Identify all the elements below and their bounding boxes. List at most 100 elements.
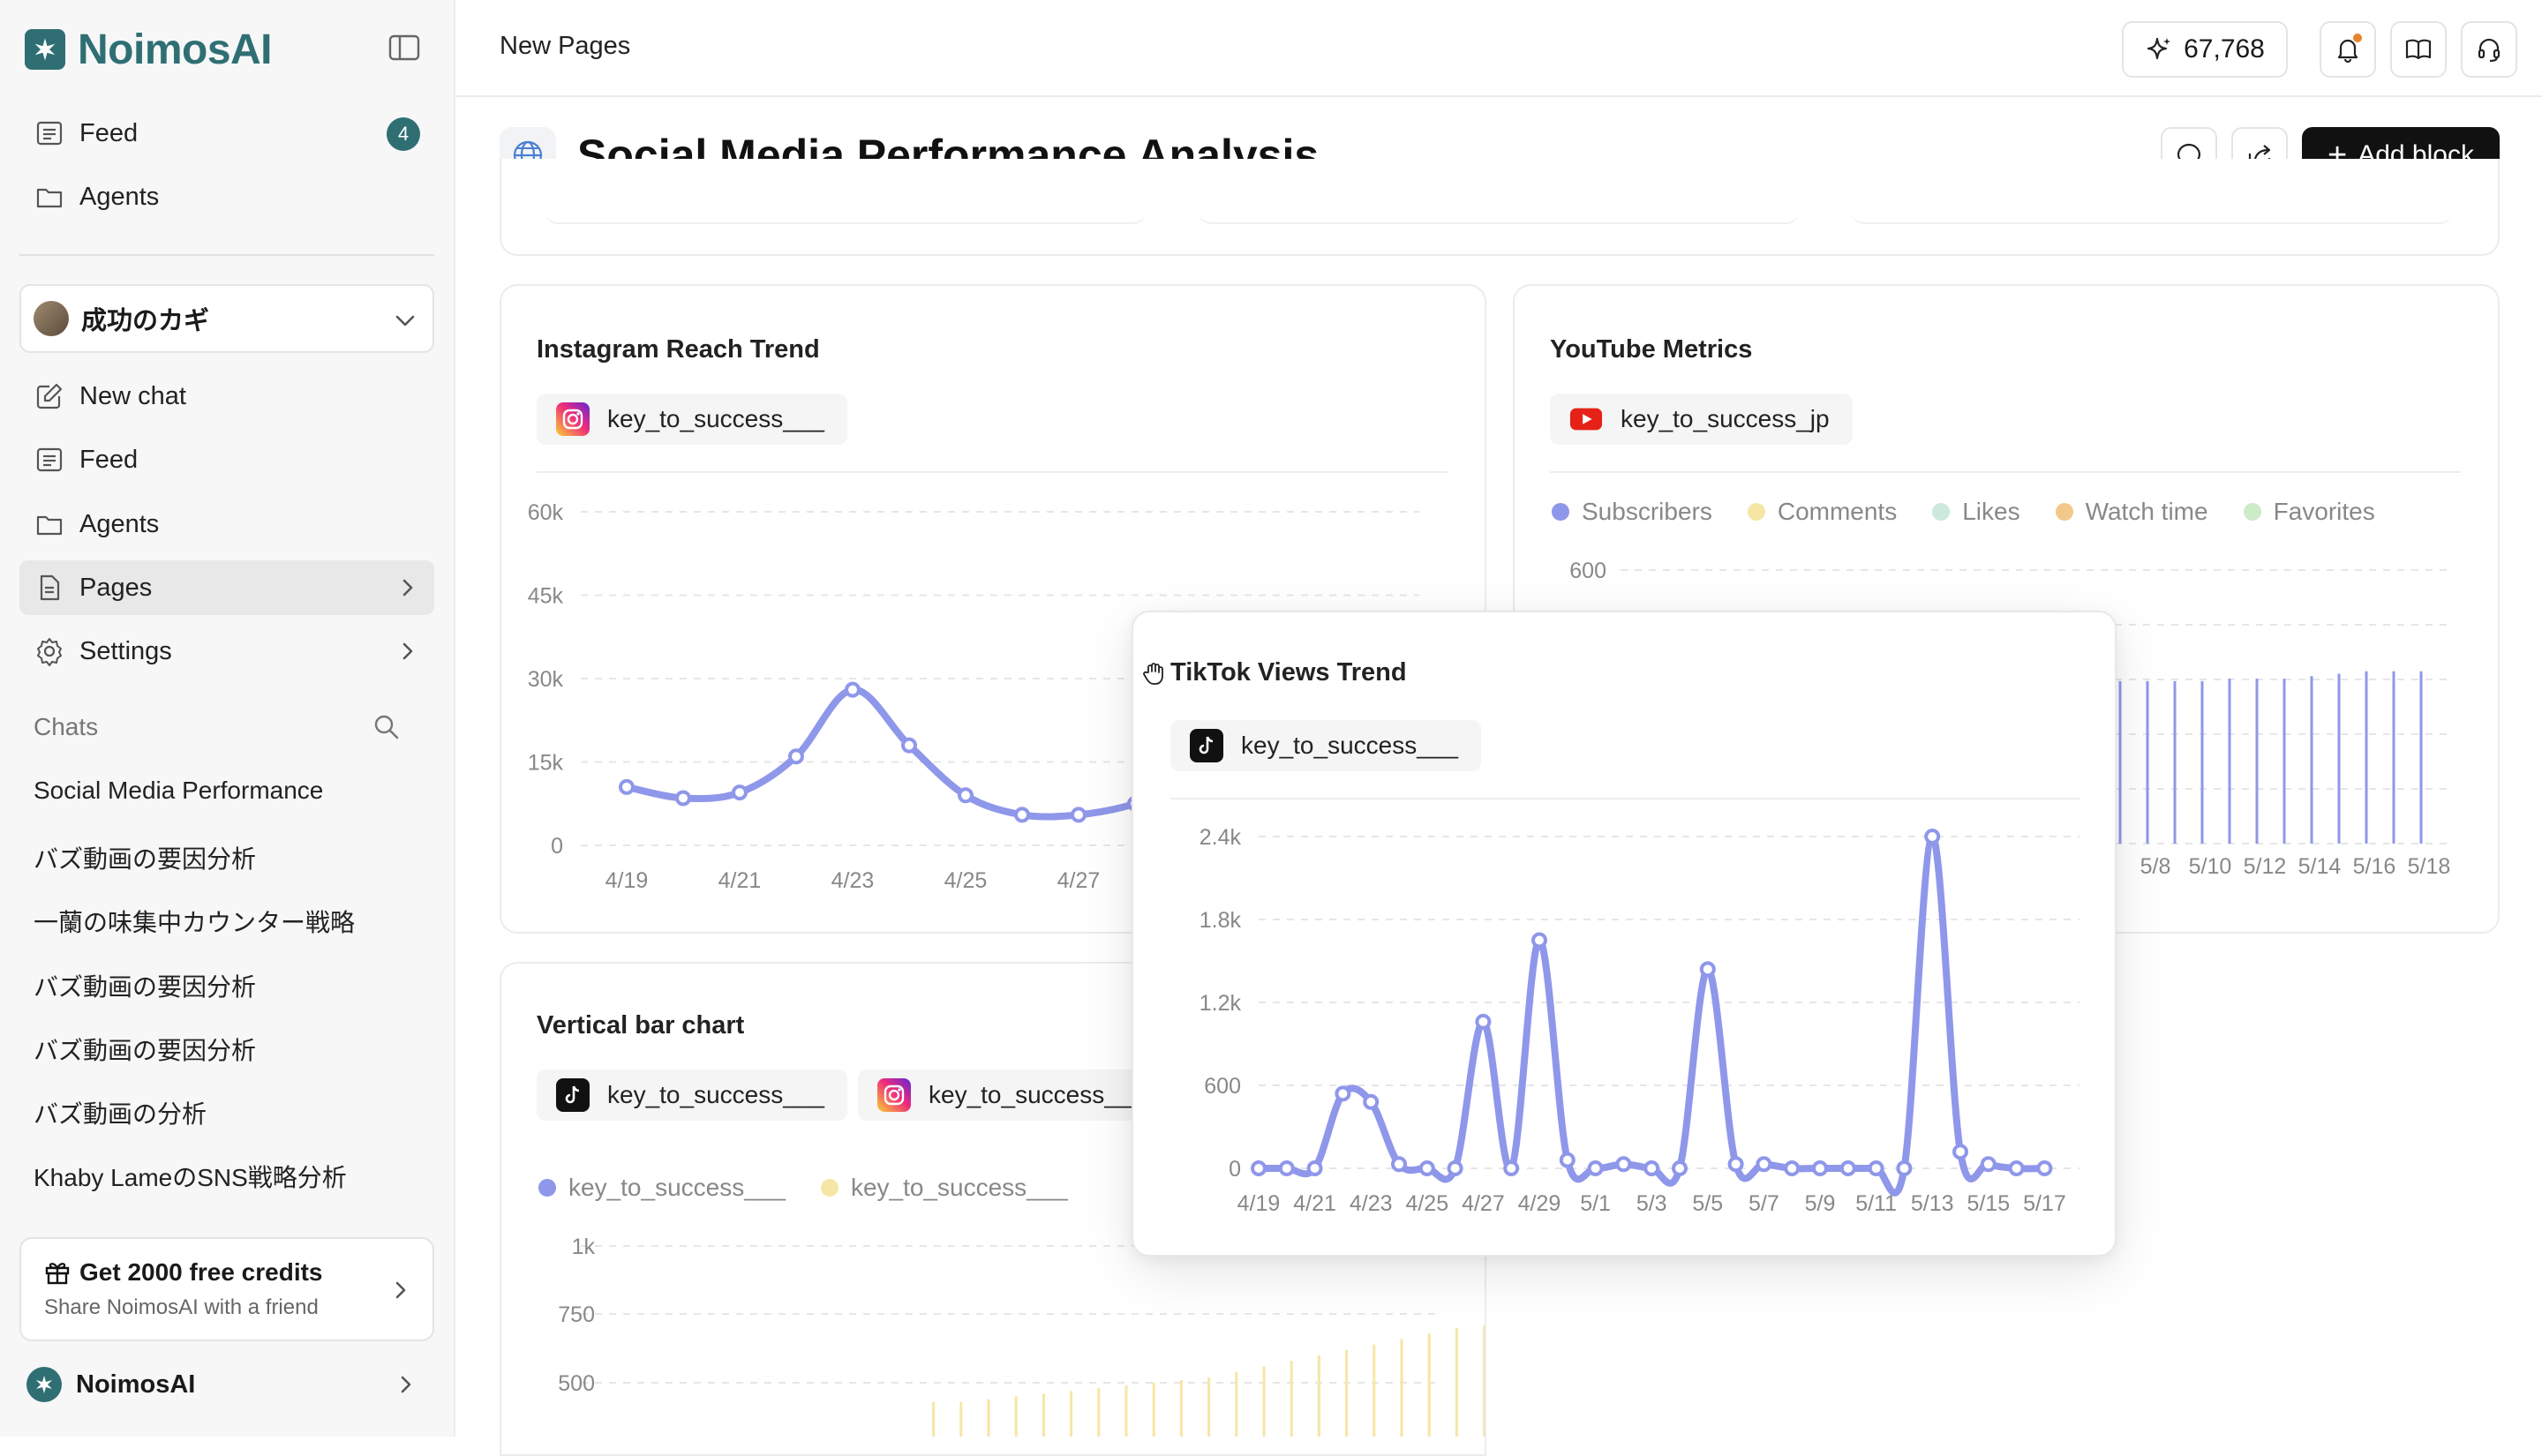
legend-swatch [1747, 503, 1765, 521]
legend-item-likes[interactable]: Likes [1932, 498, 2020, 526]
search-icon[interactable] [371, 711, 402, 743]
legend-label: Watch time [2085, 498, 2208, 525]
legend-item-watch-time[interactable]: Watch time [2055, 498, 2208, 526]
youtube-legend: Subscribers Comments Likes Watch time Fa… [1552, 498, 2410, 526]
account-chip-tiktok[interactable]: key_to_success___ [537, 1069, 847, 1121]
data-point [1475, 1013, 1492, 1030]
series-line [1255, 832, 2049, 1197]
data-point [1278, 1160, 1295, 1176]
data-point [1363, 1093, 1380, 1110]
sidebar-item-label: Agents [79, 509, 160, 538]
docs-button[interactable] [2390, 21, 2447, 78]
legend-item-subscribers[interactable]: Subscribers [1552, 498, 1712, 526]
chat-item[interactable]: バズ動画の要因分析 [34, 845, 257, 873]
legend-item-favorites[interactable]: Favorites [2243, 498, 2375, 526]
breadcrumb[interactable]: New Pages [500, 32, 631, 60]
legend-item-instagram[interactable]: key_to_success___ [820, 1174, 1068, 1202]
card-title: TikTok Views Trend [1170, 658, 1407, 687]
sidebar-item-agents-top[interactable]: Agents [19, 169, 434, 224]
legend-item-comments[interactable]: Comments [1747, 498, 1897, 526]
notifications-button[interactable] [2320, 21, 2376, 78]
book-icon [2404, 35, 2433, 64]
legend-label: Likes [1962, 498, 2020, 525]
tiktok-icon [1190, 729, 1223, 762]
legend-swatch [538, 1179, 556, 1197]
tiktok-icon [556, 1078, 590, 1112]
account-menu[interactable]: NoimosAI [26, 1364, 195, 1405]
x-tick-label: 5/1 [1580, 1191, 1611, 1216]
instagram-icon [877, 1078, 911, 1112]
credits-balance[interactable]: 67,768 [2122, 21, 2288, 78]
account-chip[interactable]: key_to_success_jp [1550, 394, 1853, 445]
x-tick-label: 5/15 [1967, 1191, 2010, 1216]
chevron-right-icon[interactable] [392, 1370, 420, 1399]
chat-item[interactable]: バズ動画の要因分析 [34, 973, 257, 1001]
sidebar-item-feed-top[interactable]: Feed 4 [19, 106, 434, 161]
data-point [1896, 1160, 1913, 1176]
data-point [1587, 1160, 1604, 1176]
y-tick-label: 15k [528, 751, 564, 776]
sidebar-item-label: Feed [79, 118, 139, 147]
tiktok-line-chart: 2.4k 1.8k 1.2k 600 0 4/19 4/21 4/23 4/25 4/27 4/29… [1200, 825, 2079, 1216]
x-tick-label: 5/9 [1805, 1191, 1836, 1216]
sidebar-item-feed[interactable]: Feed [19, 432, 434, 487]
chat-item[interactable]: Khaby LameのSNS戦略分析 [34, 1164, 347, 1191]
support-button[interactable] [2461, 21, 2517, 78]
stats-card-partial [500, 159, 2500, 256]
x-tick-label: 5/10 [2189, 854, 2232, 879]
brand-name: NoimosAI [78, 26, 273, 73]
sparkle-icon [2145, 35, 2173, 64]
drag-hand-icon[interactable] [1140, 660, 1167, 687]
y-tick-label: 1k [572, 1235, 596, 1259]
data-point [1727, 1156, 1744, 1173]
sidebar-item-settings[interactable]: Settings [19, 624, 434, 679]
legend-swatch [1932, 503, 1951, 521]
card-title: Vertical bar chart [537, 1011, 745, 1039]
notification-dot [2353, 34, 2362, 42]
sidebar-toggle-icon[interactable] [388, 34, 420, 62]
chat-item[interactable]: バズ動画の分析 [34, 1100, 207, 1128]
account-chip[interactable]: key_to_success___ [1170, 720, 1481, 771]
account-chip[interactable]: key_to_success___ [537, 394, 847, 445]
legend-item-tiktok[interactable]: key_to_success___ [538, 1174, 786, 1202]
credits-subtitle: Share NoimosAI with a friend [44, 1295, 319, 1319]
data-point [1391, 1156, 1407, 1173]
data-point [1447, 1160, 1463, 1176]
card-separator [537, 471, 1448, 473]
headset-icon [2475, 35, 2503, 64]
data-point [1014, 807, 1030, 823]
credits-title: Get 2000 free credits [79, 1258, 323, 1286]
sidebar-divider [19, 254, 434, 256]
data-point [958, 787, 974, 804]
sidebar-item-agents[interactable]: Agents [19, 497, 434, 552]
chats-header: Chats [34, 713, 99, 740]
data-point [788, 748, 804, 765]
chevron-right-icon [387, 1276, 415, 1304]
workspace-selector[interactable]: 成功のカギ [19, 284, 434, 353]
invite-credits-card[interactable]: Get 2000 free credits Share NoimosAI wit… [19, 1237, 434, 1341]
y-tick-label: 1.8k [1200, 908, 1242, 933]
chat-item[interactable]: Social Media Performance [34, 777, 324, 804]
sidebar-item-new-chat[interactable]: New chat [19, 369, 434, 424]
y-tick-label: 30k [528, 667, 564, 692]
sidebar-item-pages[interactable]: Pages [19, 560, 434, 615]
y-tick-label: 60k [528, 500, 564, 525]
x-tick-label: 5/8 [2140, 854, 2171, 879]
y-tick-label: 2.4k [1200, 825, 1242, 850]
brand[interactable]: NoimosAI [25, 25, 273, 74]
data-point [1952, 1144, 1968, 1160]
chat-item[interactable]: 一蘭の味集中カウンター戦略 [34, 909, 356, 936]
x-tick-label: 5/13 [1911, 1191, 1954, 1216]
account-chip-instagram[interactable]: key_to_success___ [858, 1069, 1169, 1121]
data-point [1839, 1160, 1856, 1176]
account-name: key_to_success___ [607, 405, 824, 432]
gift-icon [44, 1259, 71, 1286]
card-separator [1550, 471, 2461, 473]
tiktok-views-card[interactable]: TikTok Views Trend key_to_success___ 2.4… [1132, 611, 2117, 1257]
chat-item[interactable]: バズ動画の要因分析 [34, 1037, 257, 1064]
folder-icon [34, 181, 65, 213]
account-name: NoimosAI [76, 1370, 196, 1399]
y-tick-label: 45k [528, 584, 564, 609]
data-point [732, 784, 748, 801]
legend-swatch [820, 1179, 839, 1197]
